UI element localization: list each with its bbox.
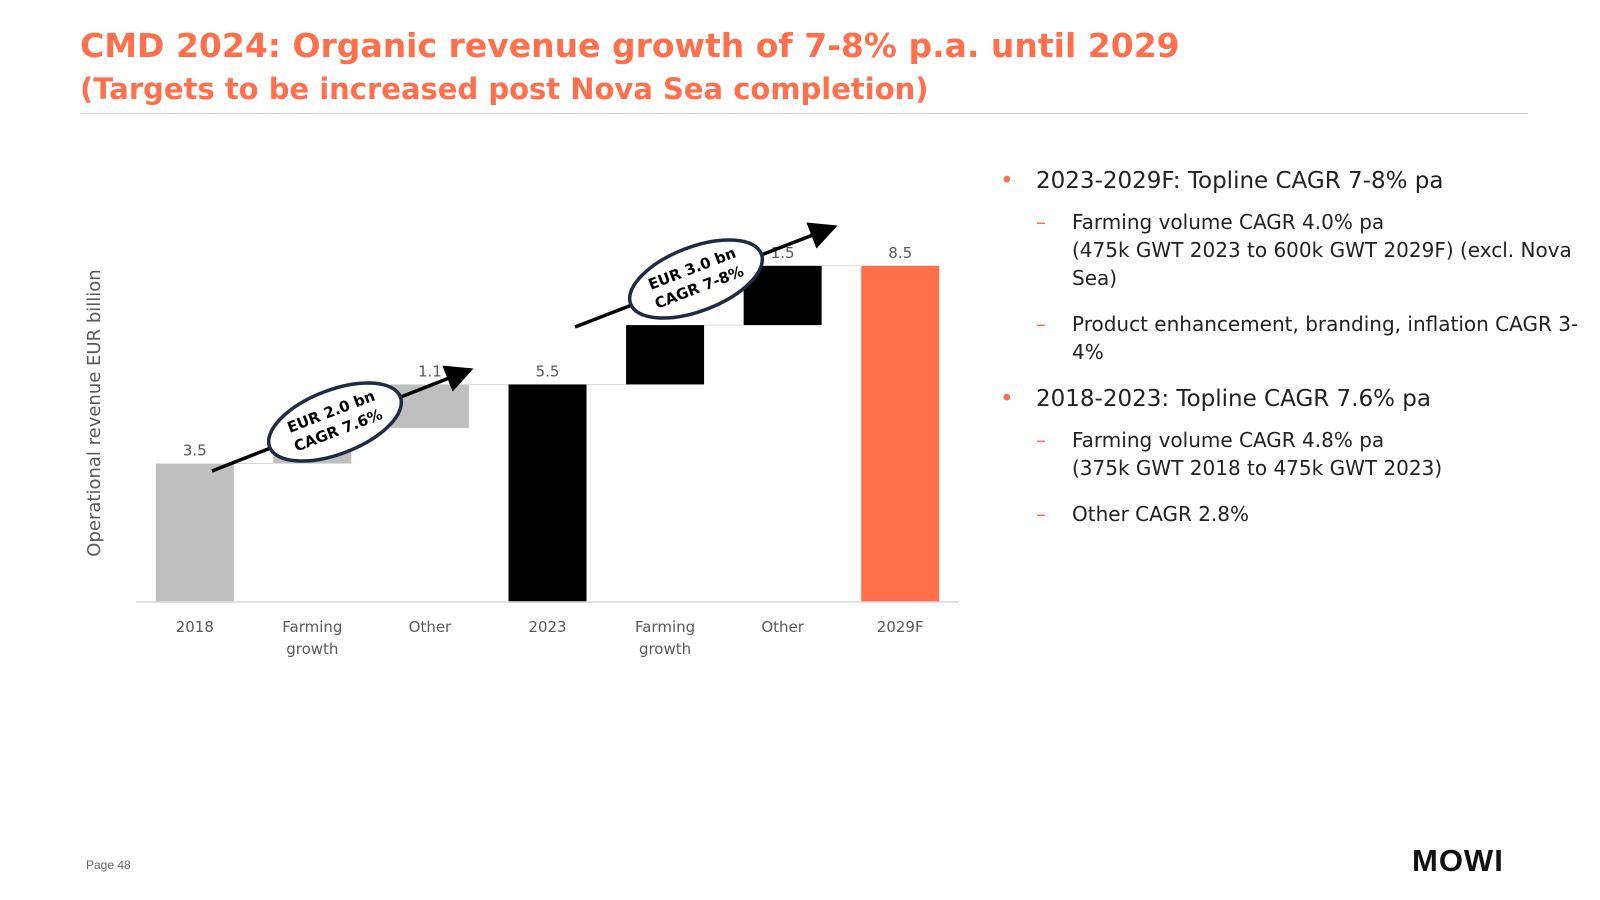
page-number: Page 48 <box>86 858 131 872</box>
x-tick-label: 2029F <box>876 618 924 636</box>
sub-bullet: Product enhancement, branding, inflation… <box>1000 310 1590 366</box>
x-tick-label: Farming growth <box>282 618 343 658</box>
bullet-group: 2023-2029F: Topline CAGR 7-8% pa Farming … <box>1000 168 1590 366</box>
bar <box>626 325 705 385</box>
x-tick-label: 2018 <box>175 618 214 636</box>
logo: MOWI <box>1412 843 1504 878</box>
data-label: 5.5 <box>536 362 560 380</box>
sub-bullet-line: (475k GWT 2023 to 600k GWT 2029F) (excl.… <box>1072 238 1572 290</box>
annotation-ellipse <box>627 238 765 320</box>
data-label: 1.1 <box>418 362 442 380</box>
bullet: 2023-2029F: Topline CAGR 7-8% pa <box>1000 168 1590 194</box>
x-tick-label: 2023 <box>528 618 567 636</box>
data-label: 3.5 <box>183 442 207 460</box>
x-tick-label: Other <box>408 618 452 636</box>
y-axis-label: Operational revenue EUR billion <box>84 269 105 557</box>
sub-bullet-line: (375k GWT 2018 to 475k GWT 2023) <box>1072 456 1443 480</box>
bullet-list: 2023-2029F: Topline CAGR 7-8% pa Farming … <box>1000 168 1590 548</box>
data-label: 8.5 <box>888 244 912 262</box>
title-rule <box>80 113 1528 114</box>
sub-bullet-line: Other CAGR 2.8% <box>1072 502 1250 526</box>
sub-bullet-line: Farming volume CAGR 4.0% pa <box>1072 210 1385 234</box>
bar <box>861 265 940 602</box>
sub-bullet: Farming volume CAGR 4.8% pa (375k GWT 201… <box>1000 426 1590 482</box>
sub-bullet: Other CAGR 2.8% <box>1000 500 1590 528</box>
x-tick-label: Other <box>761 618 804 636</box>
bar <box>508 384 587 602</box>
bullet-group: 2018-2023: Topline CAGR 7.6% pa Farming v… <box>1000 386 1590 528</box>
bullet: 2018-2023: Topline CAGR 7.6% pa <box>1000 386 1590 412</box>
annotation-ellipse <box>266 381 404 463</box>
x-tick-label: Farming growth <box>634 618 696 658</box>
sub-bullet-line: Product enhancement, branding, inflation… <box>1072 312 1579 364</box>
slide-subtitle: (Targets to be increased post Nova Sea c… <box>80 72 929 106</box>
sub-bullet-line: Farming volume CAGR 4.8% pa <box>1072 428 1385 452</box>
slide-title: CMD 2024: Organic revenue growth of 7-8%… <box>80 26 1180 65</box>
bar <box>155 463 234 602</box>
sub-bullet: Farming volume CAGR 4.0% pa (475k GWT 202… <box>1000 208 1590 292</box>
